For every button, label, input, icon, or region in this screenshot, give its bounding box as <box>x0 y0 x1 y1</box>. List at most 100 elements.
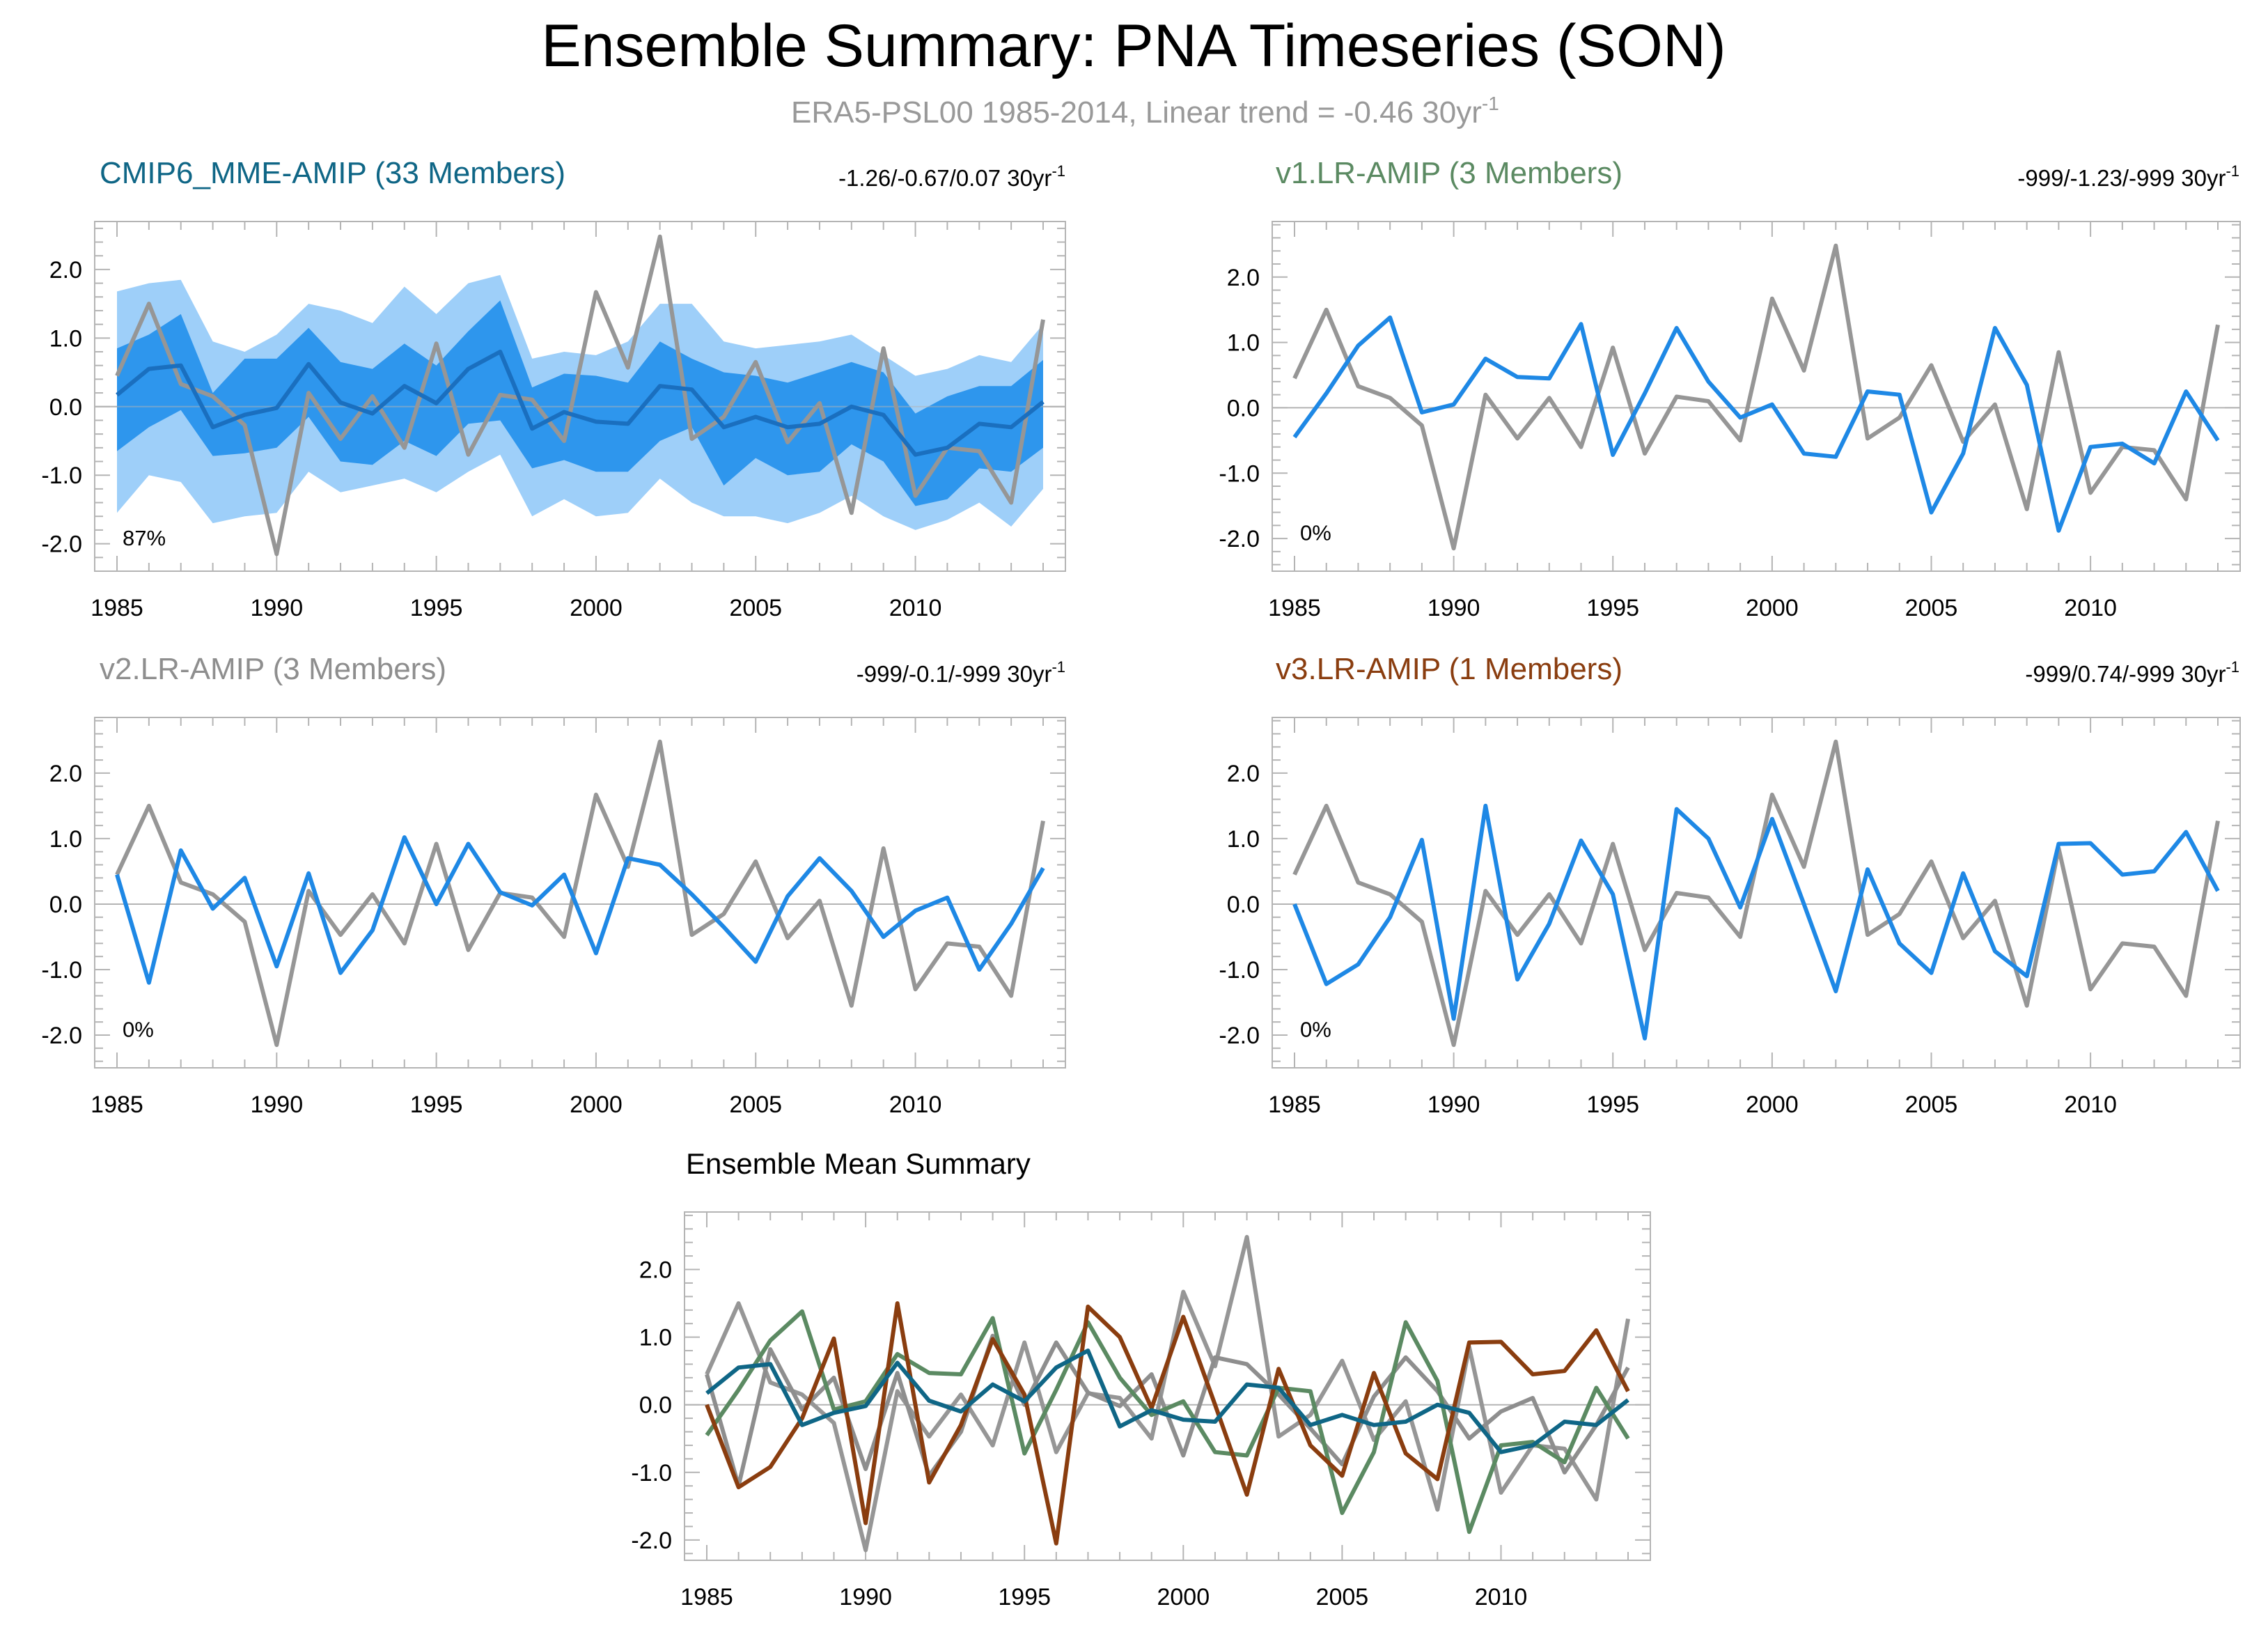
x-tick-label: 1985 <box>91 595 143 621</box>
x-tick-label: 2000 <box>570 1092 623 1118</box>
panel-percent: 0% <box>1300 521 1331 545</box>
y-tick-label: -2.0 <box>1219 1023 1260 1049</box>
y-tick-label: -1.0 <box>41 957 82 984</box>
trend-value: -999/-1.23/-999 30yr <box>2017 165 2226 191</box>
panel-title: v3.LR-AMIP (1 Members) <box>1276 652 1622 686</box>
panel-trend: -999/-1.23/-999 30yr-1 <box>2017 162 2239 191</box>
x-tick-label: 2010 <box>1475 1584 1528 1610</box>
panel-v2: v2.LR-AMIP (3 Members) -999/-0.1/-999 30y… <box>41 652 1066 1118</box>
summary-line-v1 <box>705 1309 1630 1535</box>
x-tick-label: 1995 <box>1586 1092 1639 1118</box>
y-tick-label: 2.0 <box>49 257 82 283</box>
trend-value: -999/-0.1/-999 30yr <box>857 661 1052 687</box>
x-tick-label: 2005 <box>729 1092 782 1118</box>
panel-trend: -999/-0.1/-999 30yr-1 <box>857 658 1065 687</box>
x-tick-label: 1995 <box>998 1584 1051 1610</box>
x-tick-label: 2010 <box>2064 1092 2117 1118</box>
figure-subtitle: ERA5-PSL00 1985-2014, Linear trend = -0.… <box>791 93 1499 130</box>
model-line <box>1292 315 2220 533</box>
x-tick-label: 2005 <box>1316 1584 1369 1610</box>
obs-line <box>115 739 1045 1048</box>
y-tick-label: -2.0 <box>41 531 82 558</box>
x-tick-label: 1995 <box>410 595 463 621</box>
subtitle-sup: -1 <box>1482 93 1499 114</box>
plot-frame <box>94 717 1066 1069</box>
obs-line <box>115 234 1045 557</box>
x-tick-label: 1995 <box>1586 595 1639 621</box>
y-tick-label: -1.0 <box>1219 460 1260 487</box>
panel-trend: -999/0.74/-999 30yr-1 <box>2025 658 2239 687</box>
obs-line <box>1292 243 2220 551</box>
summary-line-v3 <box>705 1301 1630 1546</box>
x-tick-label: 1985 <box>1268 595 1321 621</box>
panel-percent: 0% <box>1300 1017 1331 1041</box>
trend-sup: -1 <box>2226 658 2239 676</box>
x-tick-label: 1990 <box>1428 1092 1480 1118</box>
panel-v3: v3.LR-AMIP (1 Members) -999/0.74/-999 30y… <box>1219 652 2241 1118</box>
x-tick-label: 2010 <box>2064 595 2117 621</box>
y-tick-label: 1.0 <box>639 1325 672 1351</box>
x-tick-label: 2010 <box>889 1092 942 1118</box>
panels: CMIP6_MME-AMIP (33 Members) -1.26/-0.67/0… <box>41 156 2241 1610</box>
panel-percent: 87% <box>123 526 166 550</box>
y-tick-label: 2.0 <box>1227 761 1260 787</box>
y-tick-label: -2.0 <box>41 1023 82 1049</box>
x-tick-label: 2000 <box>1746 595 1799 621</box>
y-tick-label: 0.0 <box>1227 395 1260 421</box>
x-tick-label: 1995 <box>410 1092 463 1118</box>
trend-sup: -1 <box>2226 162 2239 180</box>
y-tick-label: 1.0 <box>49 325 82 352</box>
y-tick-label: 1.0 <box>1227 330 1260 357</box>
y-tick-label: -1.0 <box>1219 957 1260 984</box>
subtitle-main: ERA5-PSL00 1985-2014, Linear trend = -0.… <box>791 95 1482 130</box>
y-tick-label: 1.0 <box>49 826 82 853</box>
y-tick-label: 0.0 <box>49 394 82 421</box>
trend-sup: -1 <box>1051 658 1065 676</box>
x-tick-label: 2005 <box>1905 1092 1958 1118</box>
summary-line-cmip6 <box>705 1349 1629 1454</box>
y-tick-label: 0.0 <box>49 892 82 918</box>
model-line <box>115 835 1045 985</box>
panel-title: CMIP6_MME-AMIP (33 Members) <box>100 156 565 190</box>
figure-title: Ensemble Summary: PNA Timeseries (SON) <box>541 13 1726 79</box>
x-tick-label: 1985 <box>91 1092 143 1118</box>
panel-v1: v1.LR-AMIP (3 Members) -999/-1.23/-999 30… <box>1219 156 2241 621</box>
plot-frame <box>684 1211 1651 1561</box>
x-tick-label: 2005 <box>1905 595 1958 621</box>
trend-value: -1.26/-0.67/0.07 30yr <box>838 165 1051 191</box>
panel-trend: -1.26/-0.67/0.07 30yr-1 <box>838 162 1065 191</box>
plot-frame <box>1272 221 2241 572</box>
x-tick-label: 1985 <box>680 1584 733 1610</box>
y-tick-label: 2.0 <box>1227 265 1260 291</box>
x-tick-label: 1990 <box>839 1584 892 1610</box>
panel-title: v1.LR-AMIP (3 Members) <box>1276 156 1622 190</box>
plot-frame <box>1272 717 2241 1069</box>
x-tick-label: 1990 <box>1428 595 1480 621</box>
y-tick-label: 2.0 <box>49 761 82 787</box>
y-tick-label: 0.0 <box>1227 892 1260 918</box>
x-tick-label: 2010 <box>889 595 942 621</box>
panel-title: Ensemble Mean Summary <box>686 1147 1031 1180</box>
model-line <box>1292 803 2220 1041</box>
y-tick-label: 1.0 <box>1227 826 1260 853</box>
trend-sup: -1 <box>1051 162 1065 180</box>
x-tick-label: 2000 <box>570 595 623 621</box>
y-tick-label: -1.0 <box>631 1460 672 1486</box>
panel-title: v2.LR-AMIP (3 Members) <box>100 652 446 686</box>
x-tick-label: 2005 <box>729 595 782 621</box>
x-tick-label: 1990 <box>250 595 303 621</box>
y-tick-label: -1.0 <box>41 463 82 489</box>
band-p25-p75 <box>117 300 1043 506</box>
ensemble-mean-line <box>116 350 1045 457</box>
panel-percent: 0% <box>123 1017 154 1041</box>
trend-value: -999/0.74/-999 30yr <box>2025 661 2226 687</box>
panel-cmip6: CMIP6_MME-AMIP (33 Members) -1.26/-0.67/0… <box>41 156 1066 621</box>
x-tick-label: 2000 <box>1157 1584 1210 1610</box>
y-tick-label: -2.0 <box>631 1528 672 1554</box>
x-tick-label: 1985 <box>1268 1092 1321 1118</box>
panel-summary: Ensemble Mean Summary 2.0 1.0 0.0 -1.0 -2.0 19… <box>631 1147 1651 1610</box>
x-tick-label: 1990 <box>250 1092 303 1118</box>
y-tick-label: 2.0 <box>639 1257 672 1284</box>
y-tick-label: 0.0 <box>639 1392 672 1419</box>
